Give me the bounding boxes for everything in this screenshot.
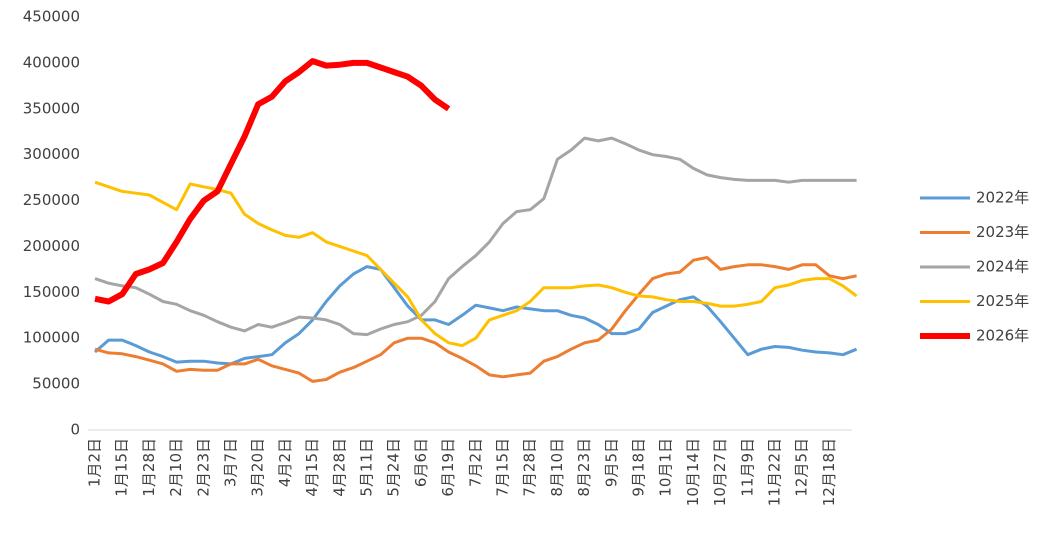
series-line: [94, 136, 857, 337]
x-tick-label: 6月6日: [412, 438, 430, 487]
y-tick-label: 300000: [23, 145, 80, 163]
y-tick-label: 200000: [23, 237, 80, 255]
x-tick-label: 5月24日: [385, 438, 403, 497]
legend-label: 2025年: [976, 292, 1029, 310]
y-tick-label: 150000: [23, 283, 80, 301]
y-tick-label: 250000: [23, 191, 80, 209]
x-tick-label: 3月7日: [222, 438, 240, 487]
x-tick-label: 12月18日: [820, 438, 838, 506]
y-tick-label: 350000: [23, 99, 80, 117]
x-tick-label: 2月10日: [167, 438, 185, 497]
x-tick-label: 1月2日: [86, 438, 104, 487]
x-tick-label: 9月5日: [602, 438, 620, 487]
legend-label: 2022年: [976, 189, 1029, 207]
series-line: [94, 256, 857, 383]
legend-label: 2026年: [976, 327, 1029, 345]
x-tick-label: 7月2日: [466, 438, 484, 487]
x-tick-label: 8月10日: [548, 438, 566, 497]
x-tick-label: 1月15日: [113, 438, 131, 497]
x-tick-label: 5月11日: [358, 438, 376, 497]
x-tick-label: 10月1日: [657, 438, 675, 497]
x-tick-label: 1月28日: [140, 438, 158, 497]
x-tick-label: 7月28日: [521, 438, 539, 497]
x-tick-label: 12月5日: [793, 438, 811, 497]
series-line: [94, 265, 858, 366]
y-tick-label: 100000: [23, 329, 80, 347]
x-tick-label: 4月2日: [276, 438, 294, 487]
x-tick-label: 10月14日: [684, 438, 702, 506]
y-tick-label: 50000: [32, 375, 80, 393]
x-tick-label: 8月23日: [575, 438, 593, 497]
x-tick-label: 10月27日: [711, 438, 729, 506]
x-tick-label: 9月18日: [630, 438, 648, 497]
x-tick-label: 11月22日: [766, 438, 784, 506]
x-tick-label: 6月19日: [439, 438, 457, 497]
y-tick-label: 450000: [23, 8, 80, 26]
series-line: [94, 180, 858, 348]
legend-label: 2024年: [976, 258, 1029, 276]
series-line: [94, 58, 451, 305]
x-tick-label: 4月15日: [303, 438, 321, 497]
y-tick-label: 0: [70, 421, 80, 439]
y-tick-label: 400000: [23, 53, 80, 71]
x-tick-label: 2月23日: [194, 438, 212, 497]
x-tick-label: 3月20日: [249, 438, 267, 497]
x-tick-label: 7月15日: [494, 438, 512, 497]
legend-label: 2023年: [976, 223, 1029, 241]
x-tick-label: 4月28日: [330, 438, 348, 497]
x-tick-label: 11月9日: [738, 438, 756, 497]
